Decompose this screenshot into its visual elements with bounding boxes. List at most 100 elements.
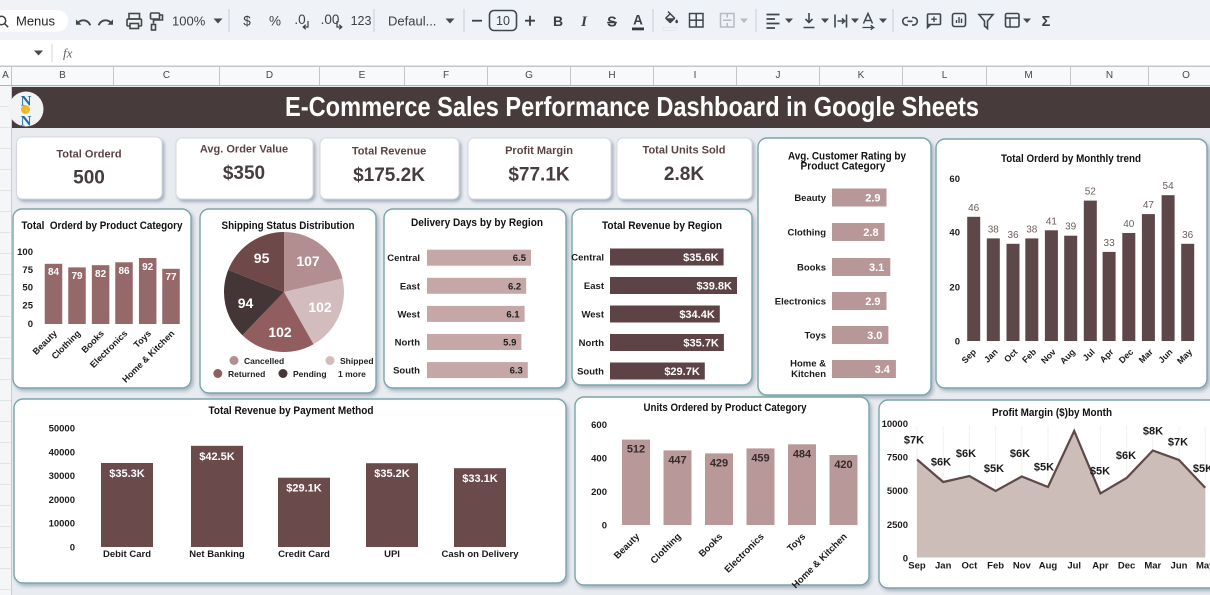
svg-text:Debit Card: Debit Card [103,549,151,560]
svg-text:$42.5K: $42.5K [199,451,235,463]
svg-text:3.1: 3.1 [869,262,884,274]
svg-text:38: 38 [1026,224,1038,235]
svg-text:Cancelled: Cancelled [244,356,284,366]
svg-text:123: 123 [351,14,372,28]
svg-text:$6K: $6K [956,448,976,460]
svg-text:Profit Margin ($)by Month: Profit Margin ($)by Month [992,407,1112,419]
svg-text:Profit Margin: Profit Margin [505,145,573,157]
svg-text:5000: 5000 [887,486,908,497]
svg-text:fx: fx [63,46,73,61]
svg-text:54: 54 [1163,181,1175,192]
svg-text:Nov: Nov [1013,561,1032,572]
svg-text:Total Orderd by Product Categ: Total Orderd by Product Category [22,220,184,232]
svg-text:0: 0 [28,319,33,330]
svg-text:Total Units Sold: Total Units Sold [643,145,726,157]
svg-text:Home &: Home & [790,359,826,370]
svg-text:6.5: 6.5 [513,253,527,264]
svg-text:Sep: Sep [908,561,926,572]
svg-text:Apr: Apr [1092,561,1109,572]
svg-text:94: 94 [238,295,254,311]
svg-text:Σ: Σ [1042,14,1051,30]
svg-text:0: 0 [602,521,607,532]
svg-text:0: 0 [903,553,908,564]
svg-text:$6K: $6K [1010,448,1030,460]
svg-text:77: 77 [165,272,177,283]
svg-text:6.3: 6.3 [510,366,523,377]
svg-text:75: 75 [22,265,33,276]
svg-text:420: 420 [834,459,852,471]
svg-text:$6K: $6K [1116,450,1136,462]
svg-text:2.9: 2.9 [865,193,880,205]
svg-text:2.8K: 2.8K [664,164,704,185]
svg-text:2.8: 2.8 [863,227,878,239]
svg-text:Cash on Delivery: Cash on Delivery [441,549,519,560]
svg-text:West: West [397,309,420,320]
svg-text:7500: 7500 [887,453,908,464]
svg-text:10: 10 [496,14,510,28]
svg-text:Oct: Oct [961,561,978,572]
svg-text:3.0: 3.0 [867,330,882,342]
svg-text:%: % [269,14,281,29]
svg-text:Aug: Aug [1039,561,1058,572]
svg-text:60: 60 [949,174,960,185]
svg-text:UPI: UPI [384,549,400,560]
svg-text:$5K: $5K [1193,463,1210,475]
svg-text:N: N [21,114,32,130]
svg-text:$: $ [243,14,251,29]
svg-text:40: 40 [949,228,960,239]
svg-text:25: 25 [22,300,33,311]
svg-text:100%: 100% [172,14,206,29]
svg-text:79: 79 [71,271,83,282]
svg-text:$34.4K: $34.4K [679,309,715,321]
svg-text:Clothing: Clothing [787,228,826,239]
svg-text:447: 447 [668,454,686,466]
svg-text:Product Category: Product Category [801,161,886,173]
svg-text:Toys: Toys [805,331,826,342]
svg-text:$39.8K: $39.8K [697,281,733,293]
svg-text:Credit Card: Credit Card [278,549,330,560]
svg-text:Total Revenue: Total Revenue [352,146,426,158]
svg-text:30000: 30000 [49,471,75,482]
svg-text:40: 40 [1123,219,1135,230]
svg-text:400: 400 [591,454,607,465]
svg-text:$77.1K: $77.1K [508,165,570,186]
svg-text:West: West [581,310,604,321]
svg-text:$33.1K: $33.1K [462,473,498,485]
svg-text:2500: 2500 [887,520,908,531]
svg-text:40000: 40000 [49,447,75,458]
svg-text:20000: 20000 [49,495,75,506]
svg-text:Avg. Customer Rating by: Avg. Customer Rating by [788,151,906,163]
svg-text:102: 102 [268,324,292,340]
svg-text:Avg. Order Value: Avg. Order Value [200,144,288,156]
svg-text:429: 429 [710,457,728,469]
svg-text:$7K: $7K [904,435,924,447]
svg-text:South: South [393,366,420,377]
svg-text:Shipped: Shipped [340,356,374,366]
svg-text:Jun: Jun [1171,561,1188,572]
svg-text:39: 39 [1065,222,1077,233]
svg-text:Total Orderd: Total Orderd [56,149,121,161]
svg-text:33: 33 [1104,238,1116,249]
svg-text:B: B [553,13,563,29]
svg-text:$8K: $8K [1143,426,1163,438]
svg-text:May: May [1196,561,1210,572]
svg-text:E-Commerce Sales Performance D: E-Commerce Sales Performance Dashboard i… [285,91,979,122]
svg-text:Dec: Dec [1118,561,1135,572]
svg-text:Menus: Menus [16,14,56,29]
svg-text:0: 0 [70,543,75,554]
svg-text:82: 82 [95,269,107,280]
svg-text:6.2: 6.2 [508,281,521,292]
svg-text:$5K: $5K [1090,466,1110,478]
svg-text:100: 100 [17,247,33,258]
svg-text:$5K: $5K [1034,462,1054,474]
svg-text:1 more: 1 more [338,369,366,379]
svg-text:46: 46 [968,203,980,214]
svg-text:$350: $350 [223,163,265,184]
svg-text:Jul: Jul [1067,561,1081,572]
svg-text:Shipping Status Distribution: Shipping Status Distribution [222,220,355,232]
svg-text:Kitchen: Kitchen [791,369,826,380]
svg-text:41: 41 [1046,216,1058,227]
svg-text:36: 36 [1182,230,1194,241]
svg-text:Total Orderd by Monthly trend: Total Orderd by Monthly trend [1001,153,1141,165]
svg-text:Defaul...: Defaul... [388,14,436,29]
